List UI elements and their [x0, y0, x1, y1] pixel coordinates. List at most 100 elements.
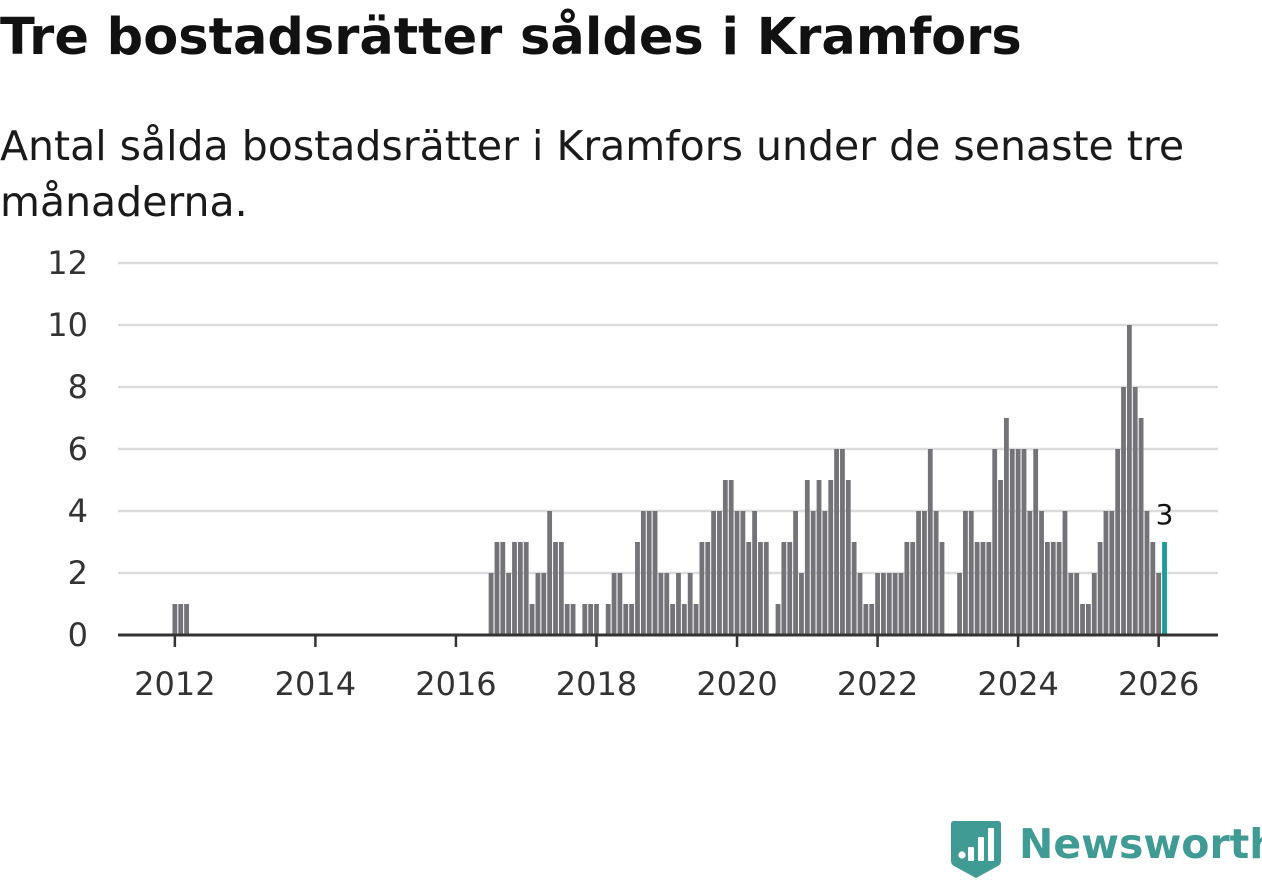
- latest-value-label: 3: [1156, 498, 1174, 531]
- bar: [658, 573, 664, 635]
- x-tick-label: 2026: [1118, 665, 1199, 703]
- bar: [810, 511, 816, 635]
- bar: [1004, 418, 1009, 635]
- bar: [1091, 573, 1097, 635]
- bar: [787, 542, 793, 635]
- bar: [957, 573, 962, 635]
- bar: [687, 573, 693, 635]
- bar: [1097, 542, 1103, 635]
- bar: [781, 542, 787, 635]
- bar: [523, 542, 529, 635]
- bar: [1050, 542, 1056, 635]
- bar: [840, 449, 845, 635]
- bar: [722, 480, 728, 635]
- bar: [857, 573, 863, 635]
- bar: [740, 511, 746, 635]
- bar: [670, 604, 676, 635]
- bar: [547, 511, 553, 635]
- bar: [922, 511, 927, 635]
- data-labels: 3: [1156, 498, 1174, 531]
- bar: [1027, 511, 1033, 635]
- bar: [763, 542, 769, 635]
- bar: [881, 573, 886, 635]
- y-tick-label: 0: [68, 616, 88, 654]
- x-axis-ticks: 2012 2014 2016 2018 2020 2022 2024 2026: [134, 635, 1199, 703]
- bar: [512, 542, 517, 635]
- bar: [635, 542, 640, 635]
- bar: [927, 449, 933, 635]
- bar: [775, 604, 781, 635]
- brand-name: Newsworthy: [1019, 820, 1262, 868]
- bar: [178, 604, 184, 635]
- bar: [974, 542, 980, 635]
- bar: [646, 511, 652, 635]
- bar: [494, 542, 500, 635]
- bar: [558, 542, 564, 635]
- y-tick-label: 4: [68, 492, 88, 530]
- y-tick-label: 6: [68, 430, 88, 468]
- x-tick-label: 2016: [415, 665, 496, 703]
- bar: [1021, 449, 1027, 635]
- bar: [992, 449, 998, 635]
- bar: [828, 480, 834, 635]
- bar: [488, 573, 494, 635]
- bar: [968, 511, 974, 635]
- bar: [799, 573, 804, 635]
- bar: [804, 480, 810, 635]
- bar: [863, 604, 869, 635]
- bar: [734, 511, 740, 635]
- bar: [705, 542, 711, 635]
- bar: [746, 542, 752, 635]
- y-tick-label: 12: [47, 244, 88, 282]
- bar: [892, 573, 898, 635]
- bar: [676, 573, 681, 635]
- bar: [1045, 542, 1050, 635]
- bar: [1121, 387, 1126, 635]
- x-tick-label: 2014: [275, 665, 356, 703]
- bar: [500, 542, 506, 635]
- bar: [886, 573, 892, 635]
- bar: [869, 604, 875, 635]
- x-tick-label: 2022: [837, 665, 918, 703]
- bar: [1150, 542, 1156, 635]
- bar: [1115, 449, 1121, 635]
- bar: [1039, 511, 1044, 635]
- bar: [1080, 604, 1085, 635]
- bar: [640, 511, 646, 635]
- x-tick-label: 2020: [696, 665, 777, 703]
- bar: [564, 604, 570, 635]
- bar: [875, 573, 880, 635]
- y-tick-label: 8: [68, 368, 88, 406]
- y-tick-label: 2: [68, 554, 88, 592]
- bar: [1033, 449, 1039, 635]
- bar: [980, 542, 986, 635]
- x-tick-label: 2024: [977, 665, 1058, 703]
- bar: [629, 604, 635, 635]
- bar: [834, 449, 839, 635]
- bar: [1056, 542, 1062, 635]
- bar: [506, 573, 512, 635]
- bar: [717, 511, 722, 635]
- bar: [1009, 449, 1015, 635]
- bar: [711, 511, 717, 635]
- bar: [529, 604, 535, 635]
- gridlines: [118, 261, 1218, 575]
- bar: [1062, 511, 1068, 635]
- x-tick-label: 2012: [134, 665, 215, 703]
- bar: [845, 480, 851, 635]
- bar: [1156, 573, 1162, 635]
- y-tick-label: 10: [47, 306, 88, 344]
- bar: [693, 604, 699, 635]
- bar: [1074, 573, 1080, 635]
- bar: [1085, 604, 1091, 635]
- bar: [699, 542, 705, 635]
- bar: [184, 604, 189, 635]
- bar: [1103, 511, 1109, 635]
- newsworthy-logo-icon: [951, 821, 1001, 878]
- bar: [681, 604, 687, 635]
- bar: [910, 542, 916, 635]
- bar: [998, 480, 1003, 635]
- bar: [172, 604, 178, 635]
- bar: [916, 511, 921, 635]
